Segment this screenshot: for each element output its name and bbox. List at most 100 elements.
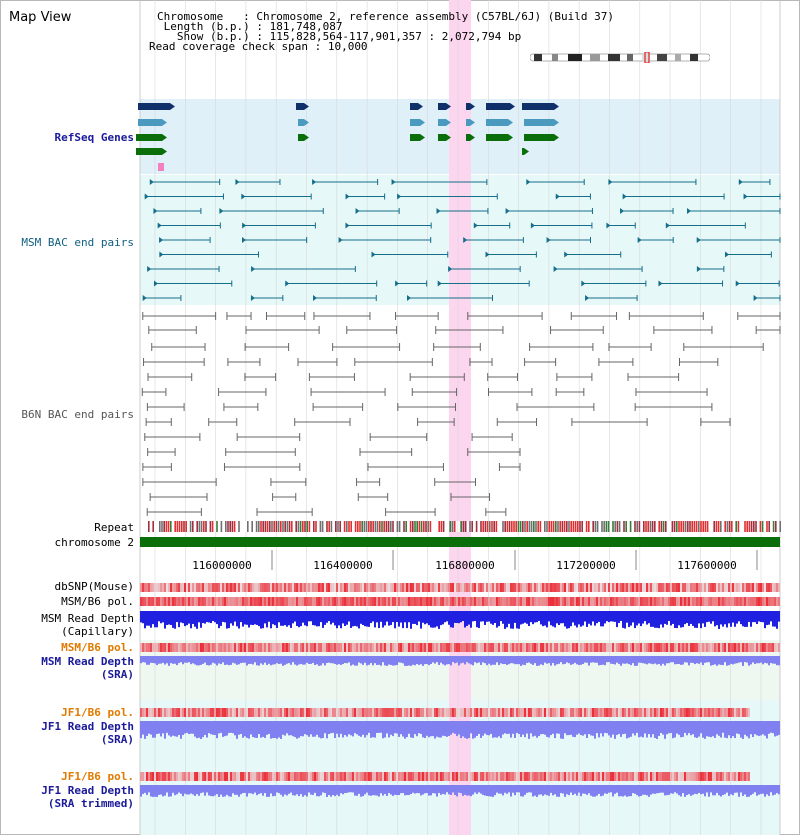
dbsnp-density-cell bbox=[676, 583, 678, 592]
dbsnp-density-cell bbox=[492, 583, 494, 592]
msm-read-depth-sra-bar bbox=[286, 656, 288, 664]
dbsnp-density-cell bbox=[714, 583, 716, 592]
msm-read-depth-capillary-bar bbox=[232, 611, 234, 626]
jf1-b6-polymorphism-cell bbox=[534, 708, 536, 717]
dbsnp-density-cell bbox=[186, 583, 188, 592]
msm-b6-polymorphism-cell bbox=[542, 597, 544, 606]
msm-read-depth-sra-bar bbox=[194, 656, 196, 665]
track-label-msm-bac[interactable]: MSM BAC end pairs bbox=[21, 236, 134, 249]
jf1-b6-polymorphism-cell bbox=[172, 708, 174, 717]
msm-read-depth-sra-bar bbox=[430, 656, 432, 664]
jf1-read-depth-sra-bar bbox=[184, 721, 186, 734]
dbsnp-density-cell bbox=[282, 583, 284, 592]
jf1-b6-polymorphism-cell bbox=[702, 772, 704, 781]
jf1-b6-polymorphism-cell bbox=[740, 708, 742, 717]
jf1-b6-polymorphism-cell bbox=[304, 772, 306, 781]
track-label-jf1-read-depth-sra[interactable]: JF1 Read Depth bbox=[41, 720, 134, 733]
msm-b6-polymorphism-cell bbox=[664, 643, 666, 652]
msm-b6-polymorphism-cell bbox=[516, 643, 518, 652]
dbsnp-density-cell bbox=[738, 583, 740, 592]
jf1-read-depth-sra-bar bbox=[678, 721, 680, 735]
msm-b6-polymorphism-cell bbox=[660, 643, 662, 652]
msm-read-depth-capillary-bar bbox=[176, 611, 178, 623]
track-label-jf1-b6-pol-2[interactable]: JF1/B6 pol. bbox=[61, 770, 134, 783]
repeat-element bbox=[374, 521, 377, 532]
jf1-b6-polymorphism-cell bbox=[320, 708, 322, 717]
jf1-b6-polymorphism-cell bbox=[402, 772, 404, 781]
msm-b6-polymorphism-cell bbox=[564, 643, 566, 652]
jf1-read-depth-trimmed-bar bbox=[636, 785, 638, 796]
repeat-element bbox=[458, 521, 460, 532]
jf1-read-depth-sra-bar bbox=[260, 721, 262, 738]
msm-b6-polymorphism-cell bbox=[530, 643, 532, 652]
jf1-b6-polymorphism-cell bbox=[278, 708, 280, 717]
jf1-read-depth-sra-bar bbox=[322, 721, 324, 738]
track-label-repeat[interactable]: Repeat bbox=[94, 521, 134, 534]
jf1-read-depth-trimmed-bar bbox=[184, 785, 186, 794]
track-label-dbsnp[interactable]: dbSNP(Mouse) bbox=[54, 580, 134, 593]
repeat-element bbox=[665, 521, 667, 532]
msm-b6-polymorphism-cell bbox=[646, 597, 648, 606]
refseq-gene-feature bbox=[420, 134, 425, 141]
track-label-msm-read-depth-capillary[interactable]: MSM Read Depth bbox=[41, 612, 134, 625]
track-label-msm-read-depth-sra[interactable]: MSM Read Depth bbox=[41, 655, 134, 668]
msm-read-depth-sra-bar bbox=[168, 656, 170, 666]
repeat-element bbox=[759, 521, 762, 532]
jf1-read-depth-sra-bar bbox=[574, 721, 576, 738]
msm-read-depth-sra-bar bbox=[432, 656, 434, 663]
msm-read-depth-capillary-bar bbox=[324, 611, 326, 625]
msm-read-depth-sra-bar bbox=[368, 656, 370, 665]
jf1-read-depth-sra-bar bbox=[254, 721, 256, 738]
msm-bac-pair bbox=[397, 193, 402, 200]
msm-b6-polymorphism-cell bbox=[374, 643, 376, 652]
jf1-read-depth-sra-bar bbox=[414, 721, 416, 735]
chromosome-ideogram[interactable] bbox=[530, 52, 710, 63]
jf1-b6-polymorphism-cell bbox=[746, 708, 748, 717]
jf1-b6-polymorphism-cell bbox=[570, 708, 572, 717]
msm-bac-pair bbox=[242, 222, 247, 229]
track-label-msm-b6-pol[interactable]: MSM/B6 pol. bbox=[61, 595, 134, 608]
dbsnp-density-cell bbox=[526, 583, 528, 592]
track-label-jf1-b6-pol[interactable]: JF1/B6 pol. bbox=[61, 706, 134, 719]
jf1-b6-polymorphism-cell bbox=[694, 708, 696, 717]
jf1-b6-polymorphism-cell bbox=[620, 708, 622, 717]
msm-b6-polymorphism-cell bbox=[356, 597, 358, 606]
msm-b6-polymorphism-cell bbox=[544, 643, 546, 652]
jf1-read-depth-trimmed-bar bbox=[550, 785, 552, 793]
track-label-msm-b6-pol-2[interactable]: MSM/B6 pol. bbox=[61, 641, 134, 654]
jf1-read-depth-sra-bar bbox=[228, 721, 230, 733]
jf1-read-depth-sra-bar bbox=[516, 721, 518, 733]
msm-b6-polymorphism-cell bbox=[422, 643, 424, 652]
dbsnp-density-cell bbox=[576, 583, 578, 592]
jf1-read-depth-sra-bar bbox=[746, 721, 748, 737]
msm-b6-polymorphism-cell bbox=[300, 643, 302, 652]
msm-b6-polymorphism-cell bbox=[510, 643, 512, 652]
dbsnp-density-cell bbox=[252, 583, 254, 592]
msm-read-depth-sra-bar bbox=[670, 656, 672, 663]
msm-b6-polymorphism-cell bbox=[320, 643, 322, 652]
msm-b6-polymorphism-cell bbox=[738, 597, 740, 606]
jf1-read-depth-trimmed-bar bbox=[478, 785, 480, 793]
jf1-b6-polymorphism-cell bbox=[490, 708, 492, 717]
dbsnp-density-cell bbox=[712, 583, 714, 592]
jf1-read-depth-trimmed-bar bbox=[414, 785, 416, 794]
repeat-element bbox=[676, 521, 678, 532]
msm-read-depth-sra-bar bbox=[626, 656, 628, 664]
jf1-b6-polymorphism-cell bbox=[700, 772, 702, 781]
dbsnp-density-cell bbox=[636, 583, 638, 592]
track-label-jf1-read-depth-trimmed[interactable]: JF1 Read Depth bbox=[41, 784, 134, 797]
repeat-element bbox=[761, 521, 764, 532]
msm-read-depth-capillary-bar bbox=[744, 611, 746, 627]
track-label-b6n-bac[interactable]: B6N BAC end pairs bbox=[21, 408, 134, 421]
msm-read-depth-capillary-bar bbox=[756, 611, 758, 625]
track-label-refseq[interactable]: RefSeq Genes bbox=[54, 131, 134, 144]
msm-bac-pair bbox=[553, 266, 558, 272]
msm-b6-polymorphism-cell bbox=[734, 643, 736, 652]
repeat-element bbox=[449, 521, 451, 532]
msm-read-depth-capillary-bar bbox=[336, 611, 338, 629]
track-label-chromosome[interactable]: chromosome 2 bbox=[54, 536, 134, 549]
jf1-read-depth-sra-bar bbox=[178, 721, 180, 736]
repeat-element bbox=[156, 521, 159, 532]
msm-b6-polymorphism-cell bbox=[678, 597, 680, 606]
